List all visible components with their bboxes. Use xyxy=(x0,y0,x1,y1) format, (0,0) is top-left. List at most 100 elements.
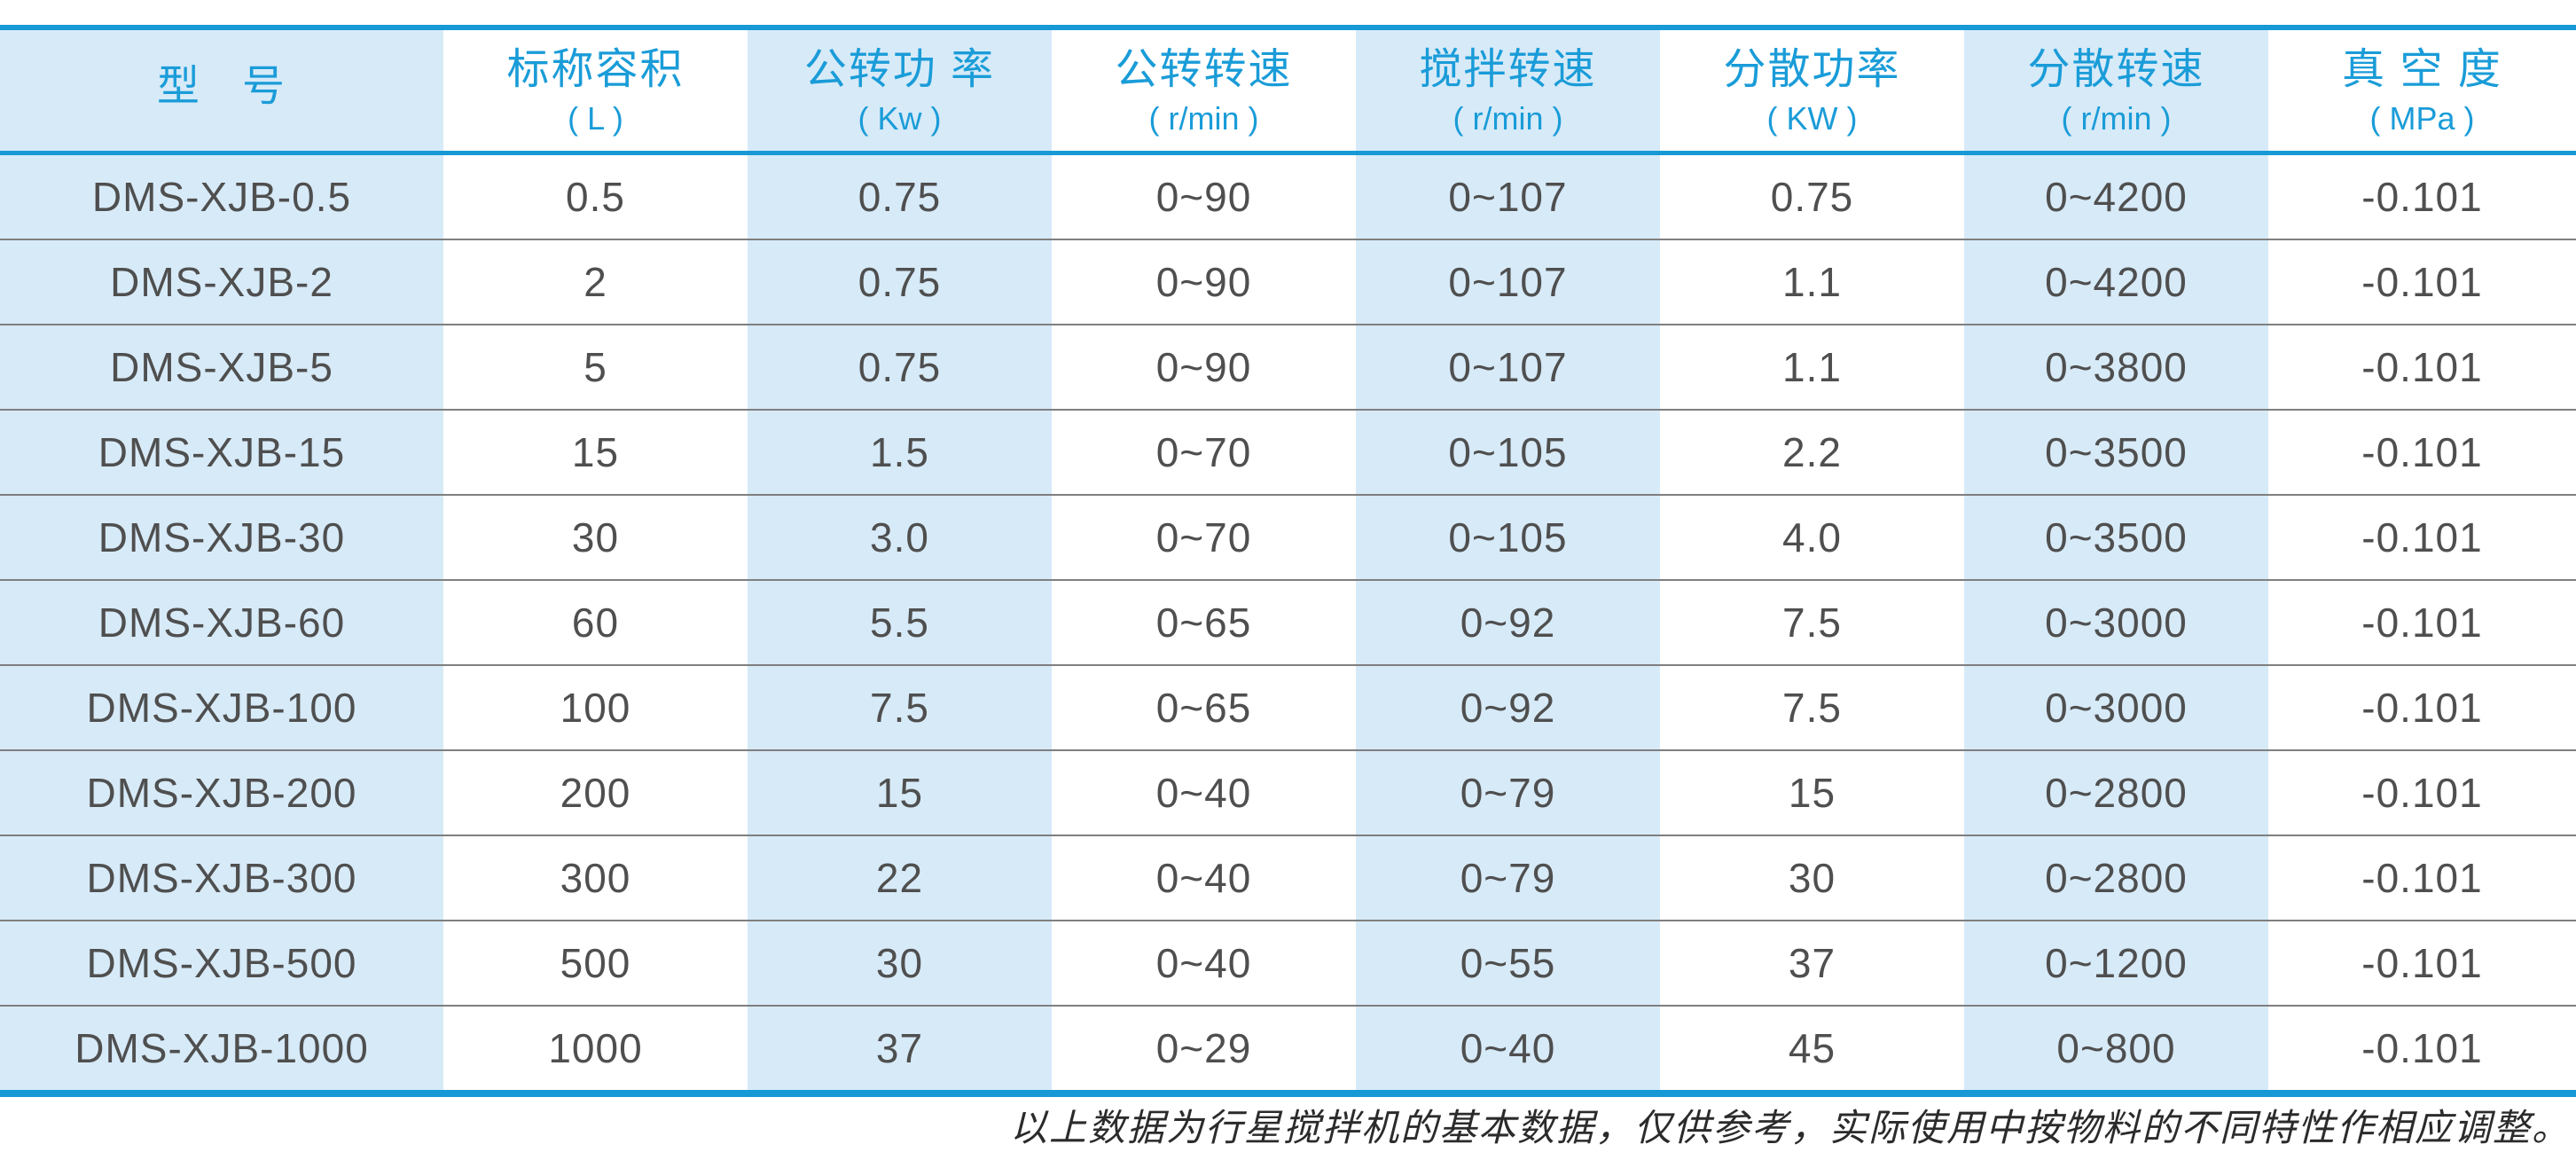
table-cell: 22 xyxy=(748,835,1052,921)
col-header-stirring-speed: 搅拌转速 ( r/min ) xyxy=(1356,27,1660,155)
table-cell: 0~90 xyxy=(1052,324,1356,410)
table-cell: 0~65 xyxy=(1052,664,1356,750)
table-cell: 1.1 xyxy=(1660,324,1964,410)
table-row: DMS-XJB-100 100 7.5 0~65 0~92 7.5 0~3000… xyxy=(0,664,2576,750)
table-cell: 30 xyxy=(748,920,1052,1006)
table-cell: 0~3000 xyxy=(1964,664,2268,750)
table-cell: 1000 xyxy=(443,1005,748,1093)
table-row: DMS-XJB-2 2 0.75 0~90 0~107 1.1 0~4200 -… xyxy=(0,239,2576,325)
table-row: DMS-XJB-1000 1000 37 0~29 0~40 45 0~800 … xyxy=(0,1005,2576,1093)
table-cell: -0.101 xyxy=(2268,324,2576,410)
table-cell: 500 xyxy=(443,920,748,1006)
table-cell: 0~65 xyxy=(1052,579,1356,665)
table-cell: -0.101 xyxy=(2268,579,2576,665)
table-row: DMS-XJB-5 5 0.75 0~90 0~107 1.1 0~3800 -… xyxy=(0,324,2576,410)
col-header-title: 分散转速 xyxy=(2027,45,2205,93)
table-cell: 0~4200 xyxy=(1964,239,2268,325)
table-cell: 0~105 xyxy=(1356,409,1660,495)
table-cell: 0~79 xyxy=(1356,749,1660,835)
table-cell: 45 xyxy=(1660,1005,1964,1093)
table-cell-model: DMS-XJB-300 xyxy=(0,835,443,921)
table-cell: 0~92 xyxy=(1356,579,1660,665)
table-cell-model: DMS-XJB-500 xyxy=(0,920,443,1006)
table-cell: 0.75 xyxy=(748,153,1052,239)
table-cell: -0.101 xyxy=(2268,835,2576,921)
table-row: DMS-XJB-0.5 0.5 0.75 0~90 0~107 0.75 0~4… xyxy=(0,153,2576,239)
table-cell: 0~3000 xyxy=(1964,579,2268,665)
table-cell: 0~2800 xyxy=(1964,835,2268,921)
col-header-dispersion-speed: 分散转速 ( r/min ) xyxy=(1964,27,2268,155)
table-cell: 0~2800 xyxy=(1964,749,2268,835)
table-cell-model: DMS-XJB-1000 xyxy=(0,1005,443,1093)
table-cell: -0.101 xyxy=(2361,174,2483,220)
col-header-title: 真 空 度 xyxy=(2342,45,2502,93)
table-cell: 1.1 xyxy=(1660,239,1964,325)
table-cell: 60 xyxy=(443,579,748,665)
table-cell: 100 xyxy=(443,664,748,750)
table-cell-model: DMS-XJB-200 xyxy=(0,749,443,835)
table-cell: 0~40 xyxy=(1356,1005,1660,1093)
table-row: DMS-XJB-500 500 30 0~40 0~55 37 0~1200 -… xyxy=(0,920,2576,1006)
table-cell: 5.5 xyxy=(748,579,1052,665)
table-cell: 37 xyxy=(748,1005,1052,1093)
col-header-title: 型 号 xyxy=(156,63,286,111)
table-cell: -0.101 xyxy=(2268,409,2576,495)
col-header-dispersion-power: 分散功率 ( KW ) xyxy=(1660,27,1964,155)
col-header-title: 标称容积 xyxy=(506,45,685,93)
col-header-revolution-speed: 公转转速 ( r/min ) xyxy=(1052,27,1356,155)
col-header-nominal-volume: 标称容积 ( L ) xyxy=(443,27,748,155)
table-cell-model: DMS-XJB-15 xyxy=(0,409,443,495)
col-header-model: 型 号 xyxy=(0,27,443,155)
table-cell: 0~107 xyxy=(1356,324,1660,410)
table-cell: 15 xyxy=(748,749,1052,835)
col-header-title: 公转功 率 xyxy=(803,45,996,93)
table-cell: 0~3800 xyxy=(1964,324,2268,410)
table-cell: 4.0 xyxy=(1660,494,1964,580)
table-cell: 0.75 xyxy=(748,239,1052,325)
col-header-vacuum-degree: 真 空 度 ( MPa ) xyxy=(2268,27,2576,155)
table-cell: 3.0 xyxy=(748,494,1052,580)
table-cell: 0~40 xyxy=(1052,920,1356,1006)
col-header-unit: ( L ) xyxy=(568,99,623,137)
table-cell: 0~4200 xyxy=(1964,153,2268,239)
col-header-unit: ( MPa ) xyxy=(2369,99,2475,137)
table-row: DMS-XJB-30 30 3.0 0~70 0~105 4.0 0~3500 … xyxy=(0,494,2576,580)
table-row: DMS-XJB-200 200 15 0~40 0~79 15 0~2800 -… xyxy=(0,749,2576,835)
table-cell-model: DMS-XJB-100 xyxy=(0,664,443,750)
table-cell: 0~3500 xyxy=(1964,409,2268,495)
table-cell: 0~90 xyxy=(1052,239,1356,325)
table-cell-model: DMS-XJB-0.5 xyxy=(0,153,443,239)
table-cell: 15 xyxy=(443,409,748,495)
table-cell: 2.2 xyxy=(1660,409,1964,495)
table-cell: -0.101 xyxy=(2268,920,2576,1006)
table-cell: 0~40 xyxy=(1052,749,1356,835)
table-cell-model: DMS-XJB-5 xyxy=(0,324,443,410)
table-cell: 7.5 xyxy=(1660,579,1964,665)
table-cell: 0.75 xyxy=(1770,174,1854,220)
table-cell: -0.101 xyxy=(2268,239,2576,325)
table-cell: 0~55 xyxy=(1356,920,1660,1006)
table-header-row: 型 号 标称容积 ( L ) 公转功 率 ( Kw ) 公转转速 ( r/min… xyxy=(0,27,2576,155)
footer-note: 以上数据为行星搅拌机的基本数据，仅供参考，实际使用中按物料的不同特性作相应调整。 xyxy=(1009,1109,2571,1149)
table-cell: 0.75 xyxy=(748,324,1052,410)
col-header-unit: ( r/min ) xyxy=(2061,99,2172,137)
table-cell: 1.5 xyxy=(748,409,1052,495)
table-row: DMS-XJB-300 300 22 0~40 0~79 30 0~2800 -… xyxy=(0,835,2576,921)
table-cell: 30 xyxy=(1660,835,1964,921)
table-cell: 0~29 xyxy=(1052,1005,1356,1093)
table-cell: 30 xyxy=(443,494,748,580)
col-header-title: 分散功率 xyxy=(1723,45,1901,93)
table-cell: -0.101 xyxy=(2268,749,2576,835)
table-cell: 7.5 xyxy=(748,664,1052,750)
table-cell: 300 xyxy=(443,835,748,921)
table-cell: -0.101 xyxy=(2268,664,2576,750)
table-cell: 0~107 xyxy=(1356,153,1660,239)
table-cell: 0~70 xyxy=(1052,409,1356,495)
table-cell: -0.101 xyxy=(2268,494,2576,580)
col-header-revolution-power: 公转功 率 ( Kw ) xyxy=(748,27,1052,155)
table-cell: 37 xyxy=(1660,920,1964,1006)
table-cell-model: DMS-XJB-60 xyxy=(0,579,443,665)
table-cell: 0~70 xyxy=(1052,494,1356,580)
table-cell: 2 xyxy=(443,239,748,325)
table-cell: 0~92 xyxy=(1356,664,1660,750)
